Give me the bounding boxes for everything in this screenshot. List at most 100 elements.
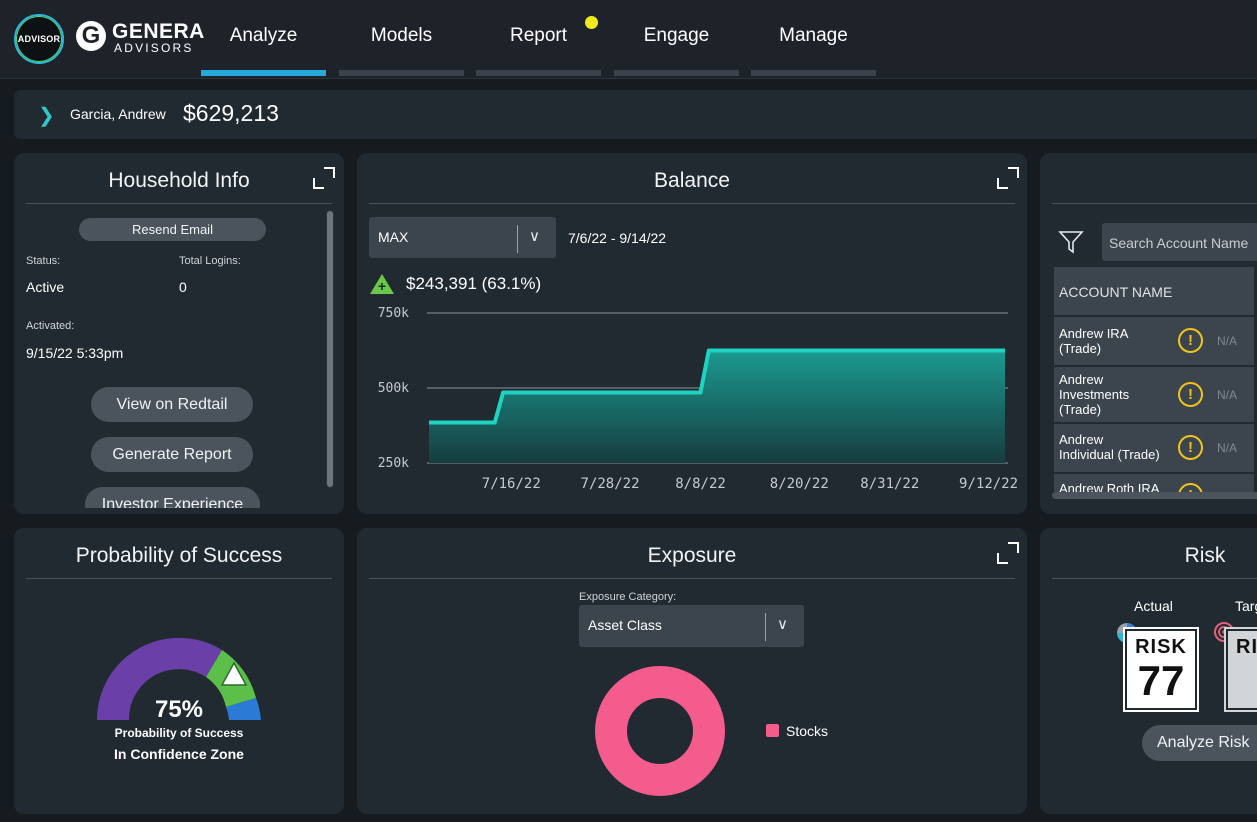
balance-area — [429, 350, 1005, 463]
tab-engage[interactable]: Engage — [614, 0, 739, 76]
view-on-redtail-button[interactable]: View on Redtail — [91, 387, 253, 422]
legend-label-stocks: Stocks — [786, 723, 829, 739]
tab-manage[interactable]: Manage — [751, 0, 876, 76]
filter-icon[interactable] — [1058, 229, 1084, 255]
actual-risk-score: 77 — [1137, 657, 1185, 704]
total-logins-value: 0 — [179, 279, 187, 295]
activated-value: 9/15/22 5:33pm — [26, 345, 124, 361]
analyze-risk-button[interactable]: Analyze Risk — [1142, 725, 1257, 761]
card-divider — [1052, 203, 1257, 204]
y-tick-label: 250k — [378, 456, 409, 471]
tab-report-indicator — [476, 70, 601, 76]
tab-manage-label: Manage — [779, 25, 848, 46]
legend-swatch-stocks — [766, 724, 779, 737]
x-tick-label: 8/31/22 — [860, 476, 919, 492]
account-name: Andrew Roth IRA — [1059, 481, 1160, 492]
balance-card: Balance MAX ∨ 7/6/22 - 9/14/22 + $243,39… — [357, 153, 1027, 514]
total-logins-label: Total Logins: — [179, 255, 241, 267]
resend-email-button[interactable]: Resend Email — [79, 218, 266, 241]
tab-models[interactable]: Models — [339, 0, 464, 76]
expand-icon[interactable] — [997, 167, 1019, 189]
exposure-card: Exposure Exposure Category: Asset Class … — [357, 528, 1027, 814]
exposure-category-select[interactable]: Asset Class ∨ — [579, 605, 804, 647]
card-divider — [26, 578, 332, 579]
tab-analyze-label: Analyze — [229, 25, 298, 46]
actual-risk-label: Actual — [1134, 598, 1173, 614]
target-risk-label: Target — [1235, 598, 1257, 614]
balance-chart: 250k 500k 750k 7/16/22 7/28/22 8/8/22 8/20/22 8… — [378, 306, 1018, 492]
tab-report-label: Report — [509, 25, 568, 46]
balance-line — [429, 348, 1005, 425]
client-total-value: $629,213 — [183, 100, 279, 126]
household-info-title: Household Info — [108, 169, 250, 192]
activated-label: Activated: — [26, 320, 75, 332]
select-separator — [517, 225, 518, 253]
account-row[interactable]: Andrew Roth IRA ! — [1054, 472, 1254, 492]
tab-manage-indicator — [751, 70, 876, 76]
warning-icon: ! — [1178, 328, 1203, 353]
account-row[interactable]: Andrew IRA (Trade) ! N/A — [1054, 315, 1254, 365]
genera-logo-icon: G — [76, 21, 106, 51]
y-tick-label: 750k — [378, 306, 409, 321]
range-select[interactable]: MAX ∨ — [369, 217, 556, 258]
chevron-down-icon: ∨ — [777, 616, 788, 633]
card-clip — [14, 508, 344, 514]
status-label: Status: — [26, 255, 61, 267]
svg-text:+: + — [378, 278, 386, 294]
card-divider — [26, 203, 332, 204]
account-row[interactable]: Andrew Individual (Trade) ! N/A — [1054, 422, 1254, 472]
brand-name: GENERA — [112, 20, 205, 43]
generate-report-button[interactable]: Generate Report — [91, 437, 253, 472]
account-value: N/A — [1217, 441, 1238, 455]
account-name: Andrew Individual (Trade) — [1059, 432, 1160, 462]
risk-title: Risk — [1184, 544, 1226, 567]
account-search-input[interactable]: Search Account Name — [1102, 223, 1257, 261]
tab-engage-label: Engage — [643, 25, 710, 46]
account-name-line: (Trade) — [1059, 402, 1102, 417]
horizontal-scrollbar[interactable] — [1052, 492, 1257, 499]
warning-icon: ! — [1178, 382, 1203, 407]
tab-models-indicator — [339, 70, 464, 76]
date-range: 7/6/22 - 9/14/22 — [568, 230, 667, 246]
tab-analyze-indicator — [201, 70, 326, 76]
account-name-line: (Trade) — [1059, 341, 1102, 356]
account-value: N/A — [1217, 334, 1238, 348]
chevron-right-icon[interactable]: ❯ — [38, 105, 55, 127]
tab-report[interactable]: Report — [476, 0, 601, 76]
risk-badge-word: RISK — [1135, 636, 1187, 658]
brand-subtitle: ADVISORS — [114, 41, 194, 55]
expand-icon[interactable] — [997, 542, 1019, 564]
account-name-column-header[interactable]: ACCOUNT NAME — [1054, 267, 1254, 315]
x-tick-label: 8/8/22 — [675, 476, 726, 492]
expand-icon[interactable] — [313, 167, 335, 189]
account-value: N/A — [1217, 388, 1238, 402]
pos-zone: In Confidence Zone — [114, 746, 244, 762]
target-risk-badge: RI — [1226, 629, 1257, 710]
pos-title: Probability of Success — [75, 544, 283, 567]
scrollbar-thumb[interactable] — [327, 211, 333, 487]
logo-letter: G — [81, 22, 101, 49]
card-divider — [1052, 578, 1257, 579]
tab-models-label: Models — [370, 25, 433, 46]
increase-triangle-icon: + — [370, 274, 394, 294]
success-gauge — [96, 637, 261, 720]
card-divider — [369, 578, 1015, 579]
tab-analyze[interactable]: Analyze — [201, 0, 326, 76]
advisor-logo-badge: ADVISOR — [14, 14, 64, 64]
chevron-down-icon: ∨ — [529, 228, 540, 245]
account-row[interactable]: Andrew Investments (Trade) ! N/A — [1054, 365, 1254, 422]
account-name-line: Andrew IRA — [1059, 326, 1129, 341]
x-tick-label: 9/12/22 — [959, 476, 1018, 492]
probability-of-success-card: Probability of Success 75% Probability o… — [14, 528, 344, 814]
account-name-line: Investments — [1059, 387, 1130, 402]
pos-percent: 75% — [154, 696, 204, 723]
actual-risk-badge: RISK 77 — [1125, 629, 1197, 710]
household-info-card: Household Info Resend Email Status: Acti… — [14, 153, 344, 514]
balance-title: Balance — [654, 169, 730, 192]
client-summary-bar — [14, 90, 1257, 139]
account-name-line: Individual (Trade) — [1059, 447, 1160, 462]
select-separator — [765, 613, 766, 641]
exposure-title: Exposure — [647, 544, 737, 567]
column-header-label: ACCOUNT NAME — [1059, 284, 1173, 300]
balance-change: $243,391 (63.1%) — [406, 274, 542, 293]
